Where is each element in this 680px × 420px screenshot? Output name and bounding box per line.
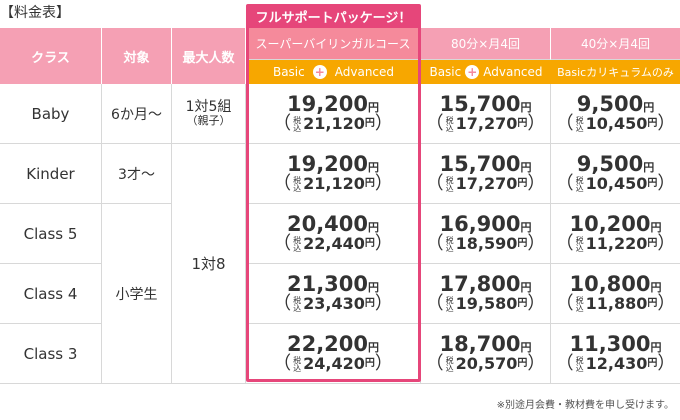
monthly-price: 22,200円	[286, 332, 380, 357]
price-cell: 19,200円（税込 21,120 円）	[246, 144, 421, 204]
tax-included-price: （税込 17,270 円）	[425, 113, 546, 135]
monthly-price: 15,700円	[439, 152, 532, 177]
plan-40min-basic-only: Basicカリキュラムのみ	[551, 60, 680, 84]
price-cell: 19,200円（税込 21,120 円）	[246, 84, 421, 144]
footnote: ※別途月会費・教材費を申し受けます。	[496, 400, 674, 411]
plus-icon: +	[465, 65, 480, 79]
monthly-price: 18,700円	[439, 332, 532, 357]
monthly-price: 15,700円	[439, 92, 532, 117]
tax-included-price: （税込 10,450 円）	[555, 113, 676, 135]
price-cell: 10,800円（税込 11,880 円）	[551, 264, 680, 324]
class-name: Kinder	[0, 144, 102, 204]
tax-included-price: （税込 19,580 円）	[425, 293, 546, 315]
tax-included-price: （税込 12,430 円）	[555, 353, 676, 375]
tax-included-price: （税込 20,570 円）	[425, 353, 546, 375]
full-support-badge: フルサポートパッケージ！	[246, 4, 421, 28]
target-age: 3才〜	[102, 144, 172, 204]
header-plan-40min: 40分×月4回	[551, 28, 680, 60]
max-people-value: 1対5組	[185, 98, 232, 115]
tax-included-price: （税込 10,450 円）	[555, 173, 676, 195]
monthly-price: 9,500円	[576, 92, 655, 117]
advanced-label: Advanced	[483, 65, 543, 79]
monthly-price: 19,200円	[286, 92, 380, 117]
monthly-price: 10,800円	[569, 272, 662, 297]
class-name: Class 3	[0, 324, 102, 384]
page-title: 【料金表】	[0, 5, 70, 21]
monthly-price: 11,300円	[569, 332, 662, 357]
tax-included-price: （税込 17,270 円）	[425, 173, 546, 195]
monthly-price: 21,300円	[286, 272, 380, 297]
monthly-price: 10,200円	[569, 212, 662, 237]
tax-included-price: （税込 11,880 円）	[555, 293, 676, 315]
plan-super-basic-advanced: Basic + Advanced	[246, 60, 421, 84]
monthly-price: 9,500円	[576, 152, 655, 177]
monthly-price: 16,900円	[439, 212, 532, 237]
basic-label: Basic	[272, 65, 305, 79]
basic-curriculum-label: Basicカリキュラムのみ	[557, 66, 674, 79]
class-name: Class 5	[0, 204, 102, 264]
price-cell: 21,300円（税込 23,430 円）	[246, 264, 421, 324]
basic-label: Basic	[429, 65, 462, 79]
max-people-merged: 1対8	[172, 144, 246, 384]
monthly-price: 20,400円	[286, 212, 380, 237]
tax-included-price: （税込 23,430 円）	[273, 293, 393, 315]
price-cell: 22,200円（税込 24,420 円）	[246, 324, 421, 384]
price-cell: 15,700円（税込 17,270 円）	[421, 84, 551, 144]
target-age: 6か月〜	[102, 84, 172, 144]
tax-included-price: （税込 22,440 円）	[273, 233, 393, 255]
price-cell: 16,900円（税込 18,590 円）	[421, 204, 551, 264]
class-name: Baby	[0, 84, 102, 144]
max-people-note: （親子）	[186, 114, 231, 128]
price-table: クラス 対象 最大人数 スーパーバイリンガルコース Basic + Advanc…	[0, 28, 680, 384]
tax-included-price: （税込 18,590 円）	[425, 233, 546, 255]
max-people: 1対5組 （親子）	[172, 84, 246, 144]
price-cell: 15,700円（税込 17,270 円）	[421, 144, 551, 204]
tax-included-price: （税込 11,220 円）	[555, 233, 676, 255]
price-cell: 11,300円（税込 12,430 円）	[551, 324, 680, 384]
price-cell: 20,400円（税込 22,440 円）	[246, 204, 421, 264]
tax-included-price: （税込 21,120 円）	[273, 113, 393, 135]
monthly-price: 19,200円	[286, 152, 380, 177]
plus-icon: +	[312, 65, 327, 79]
tax-included-price: （税込 21,120 円）	[273, 173, 393, 195]
plan-80min-basic-advanced: Basic + Advanced	[421, 60, 551, 84]
header-plan-super: スーパーバイリンガルコース	[246, 28, 421, 60]
header-class: クラス	[0, 28, 102, 84]
class-name: Class 4	[0, 264, 102, 324]
advanced-label: Advanced	[334, 65, 395, 79]
tax-included-price: （税込 24,420 円）	[273, 353, 393, 375]
target-elementary: 小学生	[102, 204, 172, 384]
price-cell: 10,200円（税込 11,220 円）	[551, 204, 680, 264]
header-max-people: 最大人数	[172, 28, 246, 84]
header-target: 対象	[102, 28, 172, 84]
header-plan-80min: 80分×月4回	[421, 28, 551, 60]
price-cell: 9,500円（税込 10,450 円）	[551, 144, 680, 204]
price-cell: 17,800円（税込 19,580 円）	[421, 264, 551, 324]
price-cell: 9,500円（税込 10,450 円）	[551, 84, 680, 144]
monthly-price: 17,800円	[439, 272, 532, 297]
price-cell: 18,700円（税込 20,570 円）	[421, 324, 551, 384]
